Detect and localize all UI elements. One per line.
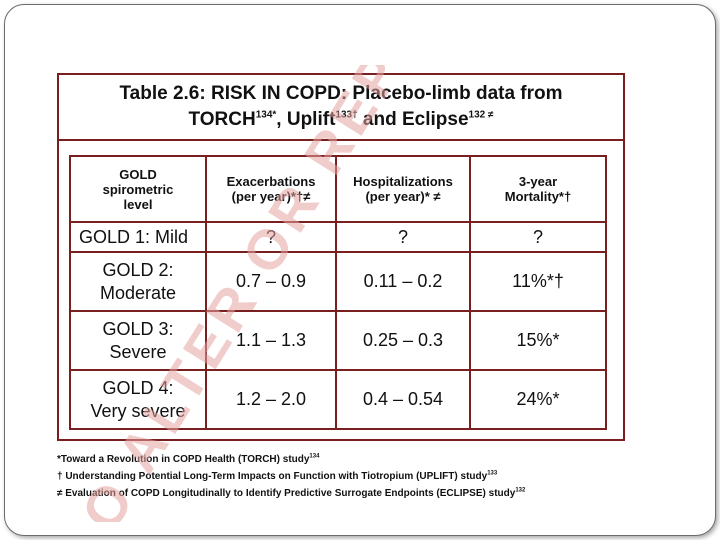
footnote-torch-text: *Toward a Revolution in COPD Health (TOR…	[57, 454, 310, 465]
footnote-uplift: † Understanding Potential Long-Term Impa…	[57, 468, 627, 485]
header-mortality-line1: 3-year	[518, 174, 558, 189]
footnote-uplift-sup: 133	[487, 470, 498, 477]
table-title: Table 2.6: RISK IN COPD: Placebo-limb da…	[59, 75, 623, 141]
table-row: GOLD 2: Moderate 0.7 – 0.9 0.11 – 0.2 11…	[69, 251, 607, 312]
header-mortality-line2: Mortality*†	[504, 189, 572, 204]
footnotes: *Toward a Revolution in COPD Health (TOR…	[57, 451, 627, 502]
header-gold-level-line1: GOLD	[119, 166, 157, 182]
header-exacerbations-line2: (per year)*†≠	[231, 189, 311, 204]
header-gold-level-line2: spirometric	[102, 181, 174, 197]
cell-hospitalizations: 0.4 – 0.54	[335, 369, 471, 430]
title-torch-sup: 134*	[255, 109, 277, 121]
cell-gold-level: GOLD 1: Mild	[69, 221, 207, 253]
header-hospitalizations-line1: Hospitalizations	[353, 174, 453, 189]
risk-table-box: Table 2.6: RISK IN COPD: Placebo-limb da…	[57, 73, 625, 441]
table-row: GOLD 1: Mild ? ? ?	[69, 221, 607, 253]
footnote-eclipse-sup: 132	[515, 487, 526, 494]
table-image: Table 2.6: RISK IN COPD: Placebo-limb da…	[50, 65, 634, 522]
title-torch: TORCH	[188, 109, 256, 130]
footnote-torch-sup: 134	[309, 453, 320, 460]
table-title-line2: TORCH134*, Uplift133† and Eclipse132 ≠	[59, 107, 623, 133]
header-exacerbations-line1: Exacerbations	[226, 174, 316, 189]
title-uplift: , Uplift	[276, 109, 336, 130]
cell-exacerbations: 1.1 – 1.3	[205, 310, 337, 371]
header-hospitalizations-line2: (per year)* ≠	[365, 189, 441, 204]
cell-gold-level: GOLD 3: Severe	[69, 310, 207, 371]
cell-exacerbations: 1.2 – 2.0	[205, 369, 337, 430]
header-mortality: 3-year Mortality*†	[469, 155, 607, 223]
cell-mortality: ?	[469, 221, 607, 253]
footnote-eclipse: ≠ Evaluation of COPD Longitudinally to I…	[57, 485, 627, 502]
table-header-row: GOLD spirometric level Exacerbations (pe…	[69, 155, 607, 223]
cell-gold-level-line1: GOLD 3:	[102, 318, 174, 339]
title-eclipse: and Eclipse	[357, 109, 469, 130]
footnote-uplift-text: † Understanding Potential Long-Term Impa…	[57, 471, 488, 482]
cell-gold-level-line1: GOLD 4:	[102, 377, 174, 398]
cell-gold-level-line2: Very severe	[90, 400, 186, 421]
slide-frame: Table 2.6: RISK IN COPD: Placebo-limb da…	[4, 4, 716, 536]
cell-hospitalizations: 0.25 – 0.3	[335, 310, 471, 371]
header-gold-level: GOLD spirometric level	[69, 155, 207, 223]
cell-exacerbations: ?	[205, 221, 337, 253]
title-uplift-sup: 133†	[335, 109, 358, 121]
cell-mortality: 15%*	[469, 310, 607, 371]
cell-hospitalizations: ?	[335, 221, 471, 253]
cell-gold-level-line2: Moderate	[99, 282, 177, 303]
cell-hospitalizations: 0.11 – 0.2	[335, 251, 471, 312]
table-row: GOLD 3: Severe 1.1 – 1.3 0.25 – 0.3 15%*	[69, 310, 607, 371]
header-gold-level-line3: level	[123, 196, 153, 212]
risk-data-table: GOLD spirometric level Exacerbations (pe…	[69, 155, 607, 430]
header-hospitalizations: Hospitalizations (per year)* ≠	[335, 155, 471, 223]
cell-gold-level-line2: Severe	[109, 341, 167, 362]
title-eclipse-sup: 132 ≠	[468, 109, 494, 121]
footnote-torch: *Toward a Revolution in COPD Health (TOR…	[57, 451, 627, 468]
cell-gold-level-line1: GOLD 2:	[102, 259, 174, 280]
cell-exacerbations: 0.7 – 0.9	[205, 251, 337, 312]
header-exacerbations: Exacerbations (per year)*†≠	[205, 155, 337, 223]
cell-mortality: 11%*†	[469, 251, 607, 312]
cell-gold-level: GOLD 2: Moderate	[69, 251, 207, 312]
table-row: GOLD 4: Very severe 1.2 – 2.0 0.4 – 0.54…	[69, 369, 607, 430]
table-title-line1: Table 2.6: RISK IN COPD: Placebo-limb da…	[119, 83, 563, 104]
footnote-eclipse-text: ≠ Evaluation of COPD Longitudinally to I…	[57, 488, 516, 499]
cell-mortality: 24%*	[469, 369, 607, 430]
cell-gold-level: GOLD 4: Very severe	[69, 369, 207, 430]
